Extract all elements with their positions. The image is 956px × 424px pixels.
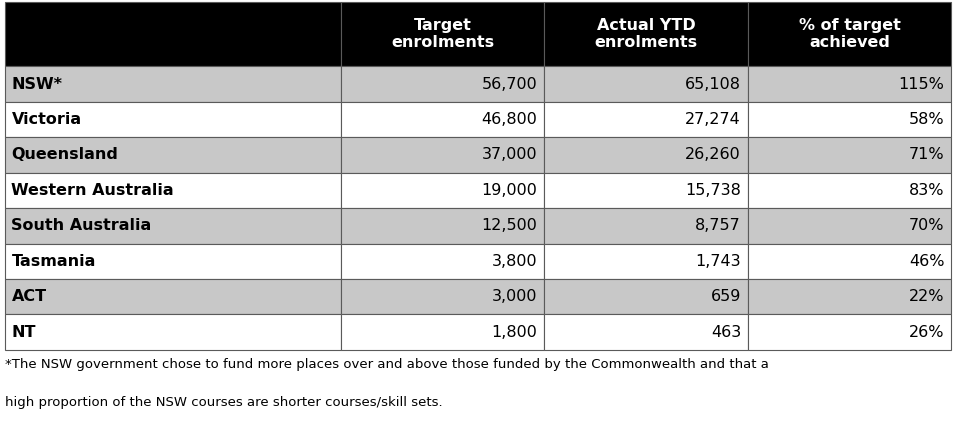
- Bar: [5, 243, 340, 279]
- Bar: [544, 102, 748, 137]
- Bar: [5, 208, 340, 243]
- Bar: [5, 2, 340, 67]
- Bar: [340, 243, 544, 279]
- Bar: [5, 314, 340, 350]
- Text: 115%: 115%: [899, 77, 945, 92]
- Bar: [544, 67, 748, 102]
- Text: 8,757: 8,757: [695, 218, 741, 233]
- Text: 26,260: 26,260: [685, 148, 741, 162]
- Text: 58%: 58%: [909, 112, 945, 127]
- Bar: [544, 314, 748, 350]
- Bar: [544, 173, 748, 208]
- Bar: [748, 137, 951, 173]
- Bar: [340, 208, 544, 243]
- Text: 12,500: 12,500: [482, 218, 537, 233]
- Text: Target
enrolments: Target enrolments: [391, 18, 494, 50]
- Text: high proportion of the NSW courses are shorter courses/skill sets.: high proportion of the NSW courses are s…: [5, 396, 443, 410]
- Text: 46%: 46%: [909, 254, 945, 269]
- Text: 1,743: 1,743: [695, 254, 741, 269]
- Text: ACT: ACT: [11, 289, 47, 304]
- Text: 83%: 83%: [909, 183, 945, 198]
- Text: 659: 659: [710, 289, 741, 304]
- Bar: [748, 67, 951, 102]
- Bar: [5, 137, 340, 173]
- Bar: [748, 173, 951, 208]
- Bar: [340, 314, 544, 350]
- Bar: [544, 243, 748, 279]
- Bar: [340, 67, 544, 102]
- Bar: [340, 173, 544, 208]
- Text: % of target
achieved: % of target achieved: [798, 18, 901, 50]
- Bar: [340, 102, 544, 137]
- Text: South Australia: South Australia: [11, 218, 152, 233]
- Bar: [544, 208, 748, 243]
- Text: Queensland: Queensland: [11, 148, 119, 162]
- Bar: [544, 2, 748, 67]
- Text: 56,700: 56,700: [482, 77, 537, 92]
- Bar: [544, 137, 748, 173]
- Text: 27,274: 27,274: [685, 112, 741, 127]
- Bar: [544, 279, 748, 314]
- Bar: [5, 102, 340, 137]
- Text: 1,800: 1,800: [491, 325, 537, 340]
- Text: 71%: 71%: [909, 148, 945, 162]
- Text: 15,738: 15,738: [685, 183, 741, 198]
- Bar: [340, 279, 544, 314]
- Text: Tasmania: Tasmania: [11, 254, 96, 269]
- Bar: [5, 67, 340, 102]
- Text: Actual YTD
enrolments: Actual YTD enrolments: [595, 18, 698, 50]
- Bar: [748, 208, 951, 243]
- Text: NT: NT: [11, 325, 36, 340]
- Text: 463: 463: [711, 325, 741, 340]
- Bar: [5, 173, 340, 208]
- Bar: [5, 279, 340, 314]
- Text: 26%: 26%: [909, 325, 945, 340]
- Bar: [340, 137, 544, 173]
- Text: 19,000: 19,000: [482, 183, 537, 198]
- Text: 3,800: 3,800: [492, 254, 537, 269]
- Text: Victoria: Victoria: [11, 112, 81, 127]
- Text: 37,000: 37,000: [482, 148, 537, 162]
- Text: Western Australia: Western Australia: [11, 183, 174, 198]
- Text: 70%: 70%: [909, 218, 945, 233]
- Bar: [748, 102, 951, 137]
- Text: 46,800: 46,800: [482, 112, 537, 127]
- Text: *The NSW government chose to fund more places over and above those funded by the: *The NSW government chose to fund more p…: [5, 358, 769, 371]
- Bar: [748, 2, 951, 67]
- Text: 65,108: 65,108: [685, 77, 741, 92]
- Bar: [748, 314, 951, 350]
- Bar: [340, 2, 544, 67]
- Text: 3,000: 3,000: [492, 289, 537, 304]
- Text: 22%: 22%: [909, 289, 945, 304]
- Bar: [748, 243, 951, 279]
- Bar: [748, 279, 951, 314]
- Text: NSW*: NSW*: [11, 77, 62, 92]
